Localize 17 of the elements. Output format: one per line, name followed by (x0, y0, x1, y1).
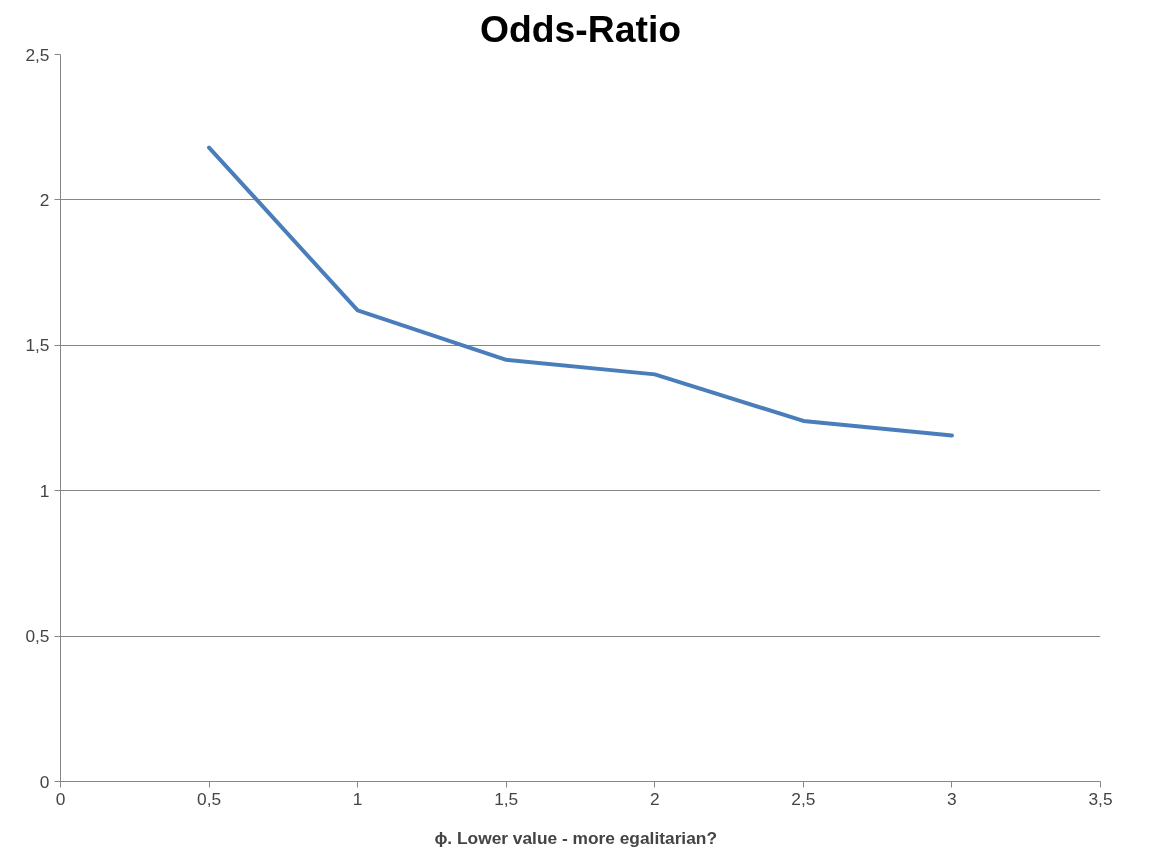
line-series (207, 145, 954, 438)
chart-title: Odds-Ratio (479, 7, 682, 50)
x-tick-label: 1 (352, 788, 363, 809)
y-tick-label: 1 (39, 480, 50, 501)
x-tick-label: 3,5 (1088, 788, 1113, 809)
x-tick-label: 2 (649, 788, 660, 809)
y-tick-label: 0,5 (25, 626, 50, 647)
y-tick-label: 2,5 (25, 44, 50, 65)
x-axis-title: ϕ. Lower value - more egalitarian? (434, 827, 717, 848)
x-tick-label: 0,5 (197, 788, 222, 809)
y-tick-label: 2 (39, 189, 50, 210)
x-tick-label: 3 (947, 788, 957, 809)
x-tick-label: 0 (55, 788, 66, 809)
x-tick-label: 1,5 (494, 788, 519, 809)
x-tick-label: 2,5 (791, 788, 816, 809)
y-tick-label: 1,5 (25, 335, 50, 356)
y-tick-label: 0 (39, 771, 50, 792)
